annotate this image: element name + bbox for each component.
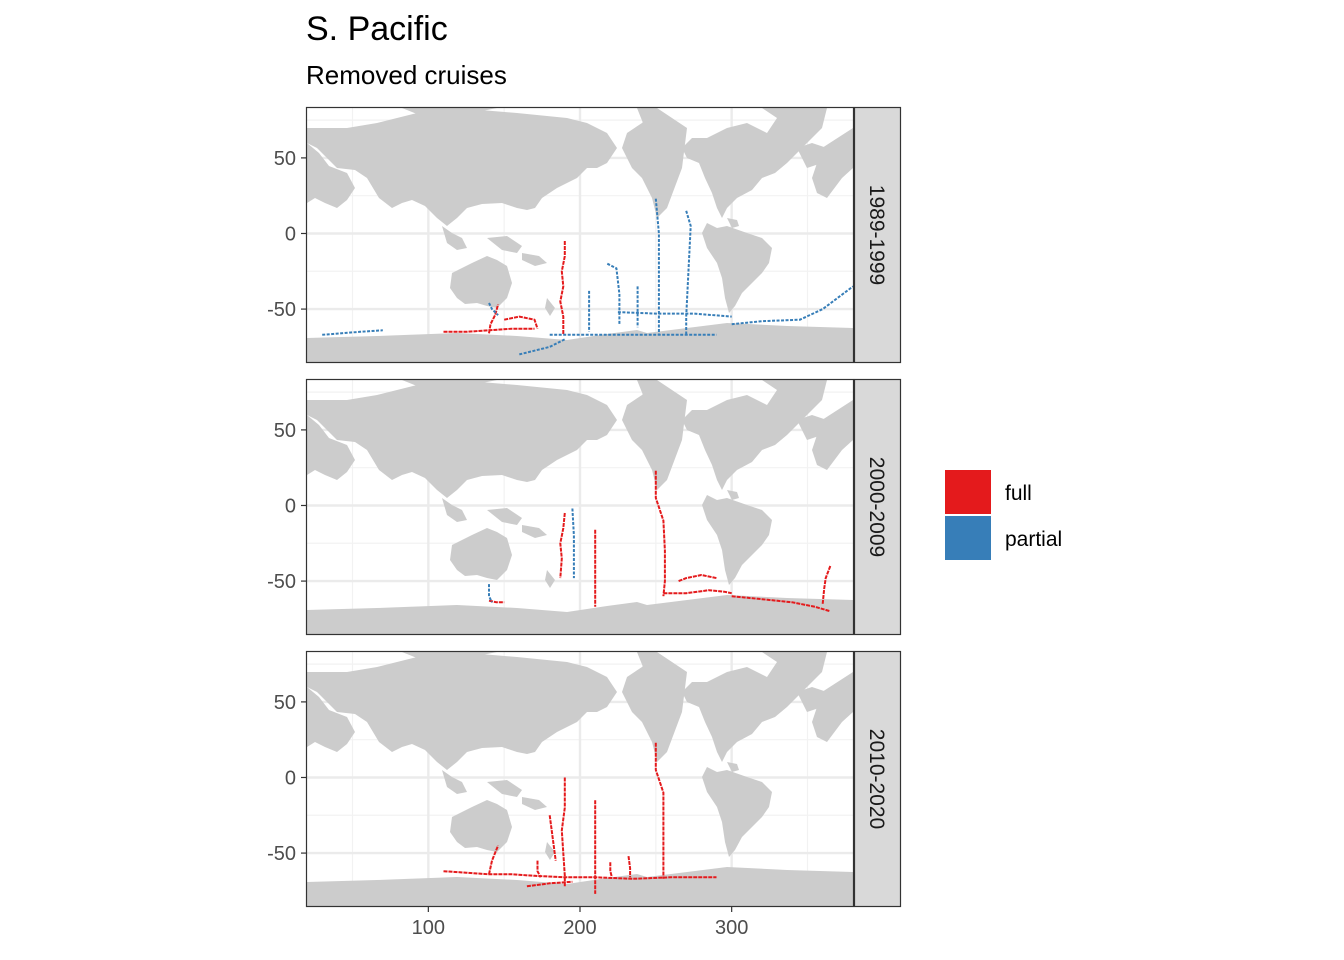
- strip-background: [853, 650, 902, 908]
- legend-label-partial: partial: [1005, 528, 1062, 551]
- facet-panel: [305, 106, 855, 364]
- cruise-track-full: [536, 860, 542, 878]
- cruise-track-full: [663, 589, 732, 595]
- cruise-track-full: [443, 870, 717, 880]
- cruise-track-full: [526, 880, 573, 888]
- cruise-track-partial: [488, 302, 499, 316]
- cruise-track-full: [559, 512, 566, 579]
- cruise-track-full: [443, 327, 535, 333]
- cruise-track-full: [654, 470, 666, 597]
- x-tick-label: 200: [563, 917, 596, 939]
- y-tick-label: -50: [267, 299, 296, 321]
- cruise-track-partial: [617, 311, 732, 318]
- legend: full partial: [945, 470, 1062, 560]
- cruise-track-full: [627, 855, 632, 878]
- cruise-track-full: [503, 315, 539, 330]
- cruise-track-partial: [322, 329, 383, 336]
- cruise-track-full: [821, 565, 832, 604]
- x-tick-label: 100: [412, 917, 445, 939]
- x-axis: 100 200 300: [412, 907, 748, 939]
- facet-panel: [305, 650, 855, 908]
- cruise-track-partial: [571, 508, 575, 579]
- legend-key-partial: [945, 516, 991, 560]
- cruise-track-partial: [654, 198, 660, 335]
- cruise-track-full: [559, 241, 566, 335]
- strip-label: 2000-2009: [865, 457, 888, 557]
- cruise-track-full: [654, 742, 665, 879]
- facet-strip: 2010-2020: [853, 650, 902, 908]
- cruise-track-partial: [519, 338, 566, 356]
- y-tick-label: -50: [267, 843, 296, 865]
- facet-panel: [305, 378, 855, 636]
- x-tick-label: 300: [715, 917, 748, 939]
- y-tick-label: 50: [274, 692, 296, 714]
- chart-title: S. Pacific: [306, 10, 448, 48]
- strip-label: 2010-2020: [865, 729, 888, 829]
- cruise-track-full: [488, 599, 505, 604]
- strip-background: [853, 106, 902, 364]
- facet-panels: 1989-1999 50 0 -50 2000-2009 50 0 -50 2010-2020 5…: [267, 106, 902, 908]
- y-tick-label: 50: [274, 148, 296, 170]
- facet-strip: 1989-1999: [853, 106, 902, 364]
- facet-strip: 2000-2009: [853, 378, 902, 636]
- panel-border: [305, 378, 855, 636]
- cruise-track-full: [548, 815, 557, 861]
- strip-background: [853, 378, 902, 636]
- panel-plot-area: [307, 380, 853, 634]
- y-tick-label: 0: [285, 767, 296, 789]
- y-tick-label: 0: [285, 223, 296, 245]
- panel-plot-area: [307, 108, 853, 362]
- strip-label: 1989-1999: [865, 185, 888, 285]
- cruise-track-partial: [731, 285, 853, 326]
- panel-border: [305, 650, 855, 908]
- cruise-track-partial: [606, 262, 621, 325]
- legend-label-full: full: [1005, 482, 1032, 505]
- cruise-track-full: [731, 595, 831, 613]
- y-tick-label: -50: [267, 571, 296, 593]
- y-tick-label: 0: [285, 495, 296, 517]
- legend-key-full: [945, 470, 991, 514]
- panel-border: [305, 106, 855, 364]
- panel-plot-area: [307, 652, 853, 906]
- cruise-track-partial: [685, 210, 692, 335]
- y-tick-label: 50: [274, 420, 296, 442]
- cruise-track-full: [678, 574, 717, 583]
- chart-subtitle: Removed cruises: [306, 60, 507, 90]
